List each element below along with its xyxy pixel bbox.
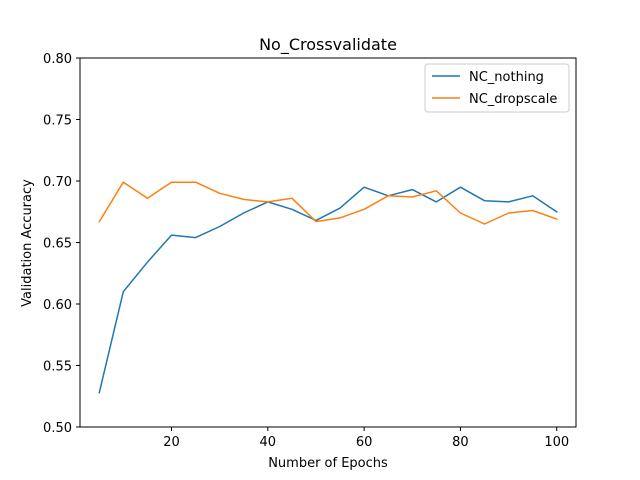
x-axis: 20 40 60 80 100: [163, 427, 569, 450]
y-tick-label: 0.50: [43, 421, 72, 436]
y-axis-label: Validation Accuracy: [20, 179, 35, 307]
series-line-nc-dropscale: [98, 181, 558, 225]
y-tick-label: 0.75: [43, 114, 72, 129]
series-line-nc-nothing: [98, 186, 558, 394]
series-layer: [98, 181, 558, 394]
x-tick-label: 60: [356, 435, 373, 450]
x-tick-label: 100: [544, 435, 569, 450]
legend-label-nc-nothing: NC_nothing: [469, 70, 544, 85]
x-tick-label: 40: [260, 435, 277, 450]
y-axis: 0.50 0.55 0.60 0.65 0.70 0.75 0.80: [43, 52, 80, 436]
y-tick-label: 0.60: [43, 298, 72, 313]
y-tick-label: 0.55: [43, 360, 72, 375]
y-tick-label: 0.65: [43, 237, 72, 252]
x-tick-label: 20: [163, 435, 180, 450]
legend: NC_nothing NC_dropscale: [424, 63, 570, 113]
legend-box: [424, 63, 570, 113]
y-tick-label: 0.70: [43, 175, 72, 190]
x-axis-label: Number of Epochs: [268, 456, 388, 471]
legend-label-nc-dropscale: NC_dropscale: [469, 92, 557, 107]
y-tick-label: 0.80: [43, 52, 72, 67]
x-tick-label: 80: [452, 435, 469, 450]
chart-title: No_Crossvalidate: [259, 35, 397, 55]
